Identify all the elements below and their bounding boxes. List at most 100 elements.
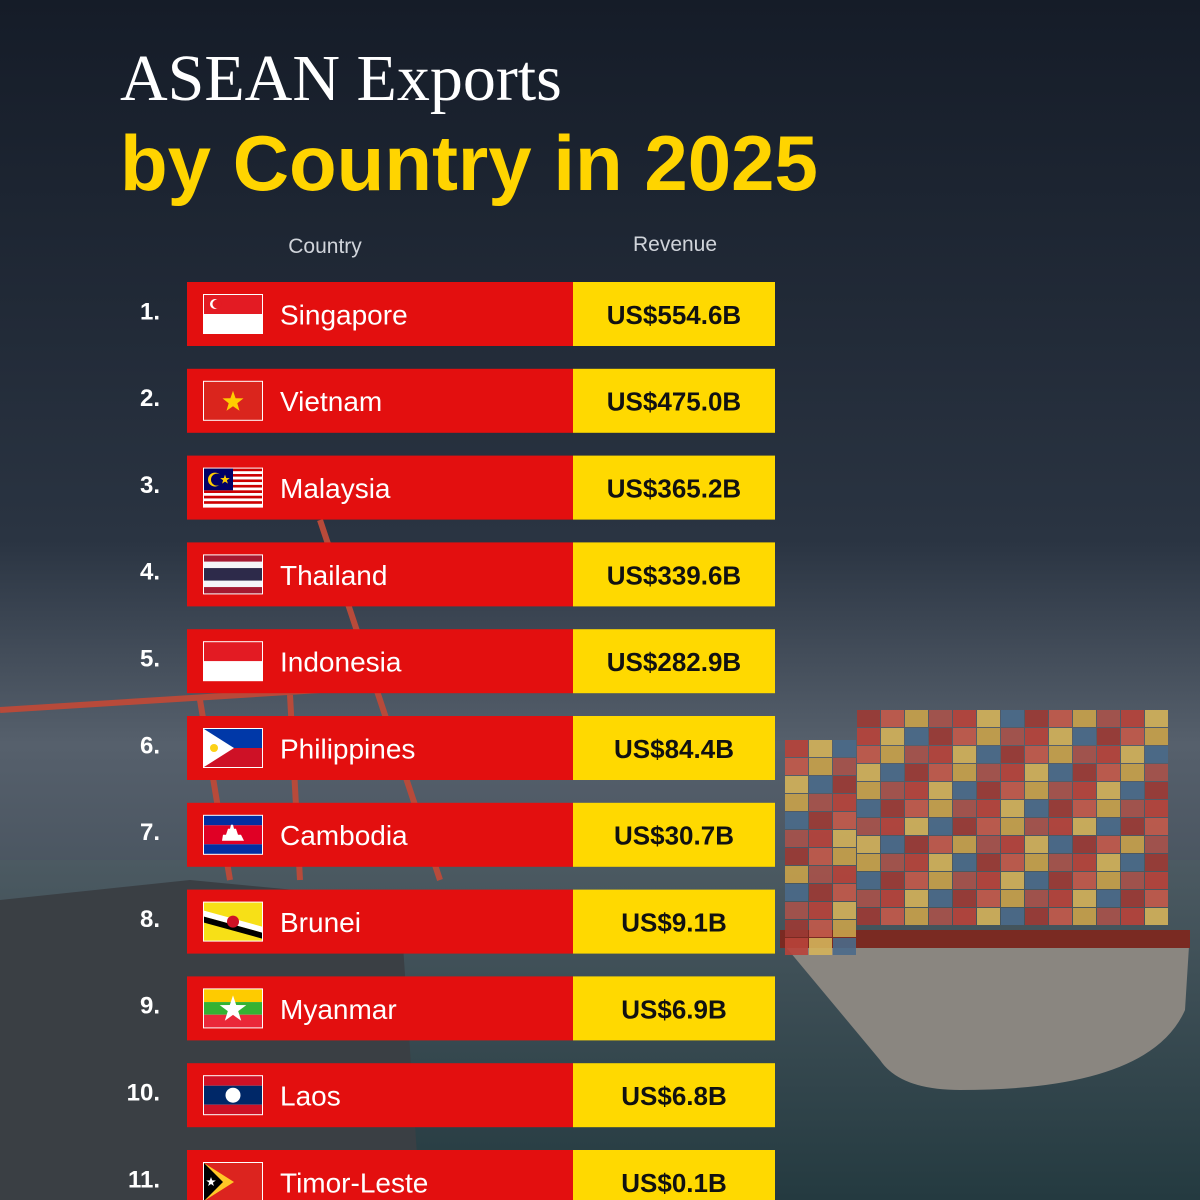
container <box>905 782 928 799</box>
flag <box>203 728 263 768</box>
container <box>1049 890 1072 907</box>
flag-sun <box>210 744 218 752</box>
container <box>1097 854 1120 871</box>
container <box>1145 872 1168 889</box>
container <box>1025 872 1048 889</box>
flag-stripe <box>204 568 262 581</box>
container <box>1001 764 1024 781</box>
container <box>1049 836 1072 853</box>
table-row: 2. Vietnam US$475.0B <box>140 368 775 433</box>
container <box>1025 746 1048 763</box>
container <box>785 740 808 757</box>
flag-stripe <box>204 295 262 314</box>
revenue-cell <box>573 1063 775 1128</box>
rank: 3. <box>140 472 160 499</box>
country-name: Philippines <box>280 733 415 764</box>
container <box>881 782 904 799</box>
flag-stripe <box>204 1076 262 1086</box>
flag-triangle <box>204 729 234 767</box>
flag-emblem <box>227 915 239 928</box>
container <box>1121 746 1144 763</box>
container <box>905 872 928 889</box>
country-name: Singapore <box>280 299 408 330</box>
column-header: Country <box>288 235 362 258</box>
table-row: 11. Timor-Leste US$0.1B <box>128 1150 775 1200</box>
container <box>929 764 952 781</box>
container <box>785 776 808 793</box>
container <box>929 836 952 853</box>
container <box>1073 908 1096 925</box>
container <box>1145 800 1168 817</box>
flag-stripe <box>204 314 262 333</box>
country-name: Myanmar <box>280 994 397 1025</box>
flag-stripe <box>204 561 262 569</box>
revenue: US$9.1B <box>621 907 727 937</box>
revenue-cell <box>573 976 775 1041</box>
container <box>1097 836 1120 853</box>
container <box>1097 890 1120 907</box>
container <box>1073 800 1096 817</box>
table-row: 3. Malaysia US$365.2B <box>140 455 775 520</box>
flag-stripe <box>204 1104 262 1115</box>
container <box>977 836 1000 853</box>
container <box>1073 746 1096 763</box>
container <box>1097 800 1120 817</box>
container <box>929 746 952 763</box>
revenue: US$0.1B <box>621 1168 727 1198</box>
container <box>977 782 1000 799</box>
container <box>977 890 1000 907</box>
container <box>953 710 976 727</box>
container <box>1097 710 1120 727</box>
container <box>977 728 1000 745</box>
container <box>785 812 808 829</box>
container-ship <box>780 710 1190 1090</box>
revenue-cell <box>573 802 775 867</box>
table: 1. Singapore US$554.6B 2. Vietnam US$475.0B 3.… <box>127 282 775 1200</box>
container <box>1025 800 1048 817</box>
container <box>833 884 856 901</box>
container <box>857 854 880 871</box>
container <box>1001 782 1024 799</box>
container <box>1025 908 1048 925</box>
container <box>1121 818 1144 835</box>
table-row: 6. Philippines US$84.4B <box>140 716 775 780</box>
container <box>785 794 808 811</box>
revenue: US$365.2B <box>607 473 741 503</box>
container <box>857 728 880 745</box>
flag-stripe <box>204 503 262 507</box>
container <box>785 866 808 883</box>
container <box>953 764 976 781</box>
container <box>1001 710 1024 727</box>
flag-star <box>220 474 230 484</box>
table-row: 8. Brunei US$9.1B <box>140 889 775 954</box>
container <box>857 836 880 853</box>
revenue-cell <box>573 455 775 520</box>
container <box>929 782 952 799</box>
revenue: US$554.6B <box>607 300 741 330</box>
container <box>953 908 976 925</box>
container <box>1121 728 1144 745</box>
container <box>1145 746 1168 763</box>
table-row: 1. Singapore US$554.6B <box>140 282 775 346</box>
container <box>785 920 808 937</box>
country-name: Thailand <box>280 560 387 591</box>
container <box>929 818 952 835</box>
container <box>953 836 976 853</box>
container <box>1145 710 1168 727</box>
container <box>1001 728 1024 745</box>
container <box>929 908 952 925</box>
container <box>1049 764 1072 781</box>
container <box>953 890 976 907</box>
container <box>809 794 832 811</box>
container <box>1001 818 1024 835</box>
container <box>833 740 856 757</box>
container <box>1121 800 1144 817</box>
container <box>1121 908 1144 925</box>
container <box>1097 782 1120 799</box>
container <box>1097 764 1120 781</box>
container <box>809 776 832 793</box>
container <box>1025 710 1048 727</box>
container <box>857 764 880 781</box>
container <box>929 854 952 871</box>
